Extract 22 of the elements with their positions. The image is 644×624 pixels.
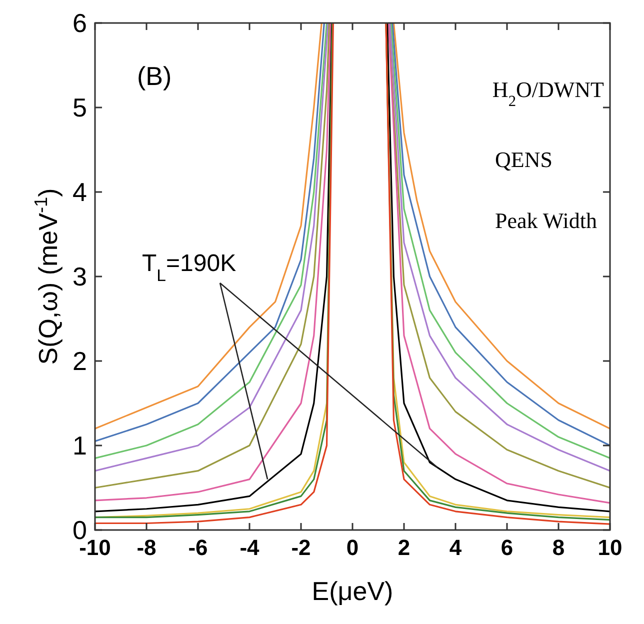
x-tick-label: 2 xyxy=(398,535,410,560)
x-tick-label: 8 xyxy=(552,535,565,560)
x-tick-label: 10 xyxy=(598,535,622,560)
annotation: (B) xyxy=(137,61,172,91)
x-tick-label: -4 xyxy=(240,535,260,560)
x-tick-label: 4 xyxy=(449,535,462,560)
y-tick-label: 6 xyxy=(72,8,87,38)
annotation: Peak Width xyxy=(495,208,597,233)
y-tick-label: 1 xyxy=(72,430,87,460)
y-tick-label: 4 xyxy=(72,177,87,207)
x-tick-label: 0 xyxy=(346,535,359,560)
x-tick-label: 6 xyxy=(500,535,514,560)
annotation: T$_{L}$=190K xyxy=(142,250,236,284)
x-axis-title: E(μeV) xyxy=(312,576,394,606)
x-tick-label: -6 xyxy=(188,535,208,560)
y-tick-label: 2 xyxy=(72,346,87,376)
y-tick-label: 3 xyxy=(72,262,87,292)
annotation: H$_{2}$O/DWNT xyxy=(492,77,605,110)
annotation: QENS xyxy=(495,147,552,172)
x-tick-label: -2 xyxy=(291,535,311,560)
y-tick-label: 5 xyxy=(72,92,87,122)
x-tick-label: -8 xyxy=(136,535,156,560)
